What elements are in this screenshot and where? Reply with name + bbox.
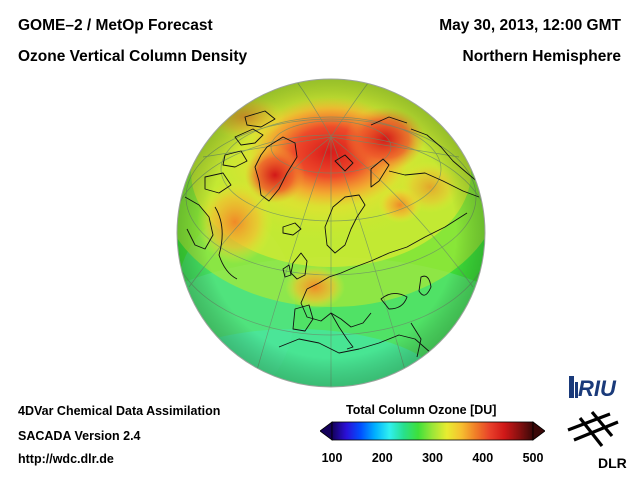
colorbar-tick-label: 200 <box>371 451 393 465</box>
svg-text:DLR: DLR <box>598 455 627 471</box>
colorbar-title: Total Column Ozone [DU] <box>346 403 497 417</box>
colorbar-max-arrow <box>532 421 545 441</box>
quantity-title: Ozone Vertical Column Density <box>18 48 248 65</box>
colorbar-tick-label: 500 <box>522 451 544 465</box>
date-time-label: May 30, 2013, 12:00 GMT <box>439 17 621 34</box>
forecast-title: GOME–2 / MetOp Forecast <box>18 17 213 34</box>
ozone-field <box>177 79 485 387</box>
colorbar <box>320 421 545 441</box>
colorbar-ramp <box>331 421 534 441</box>
source-url-link[interactable]: http://wdc.dlr.de <box>18 452 114 466</box>
colorbar-tick-label: 300 <box>422 451 443 465</box>
colorbar-tick-label: 100 <box>321 451 343 465</box>
version-label: SACADA Version 2.4 <box>18 429 141 443</box>
svg-text:RIU: RIU <box>578 376 617 401</box>
hemisphere-label: Northern Hemisphere <box>462 48 621 65</box>
ozone-globe-map <box>175 77 487 389</box>
assimilation-label: 4DVar Chemical Data Assimilation <box>18 404 221 418</box>
dlr-logo: DLR <box>567 410 627 471</box>
colorbar-min-arrow <box>320 421 333 441</box>
riu-logo: RIU <box>569 376 617 401</box>
colorbar-tick-label: 400 <box>472 451 494 465</box>
